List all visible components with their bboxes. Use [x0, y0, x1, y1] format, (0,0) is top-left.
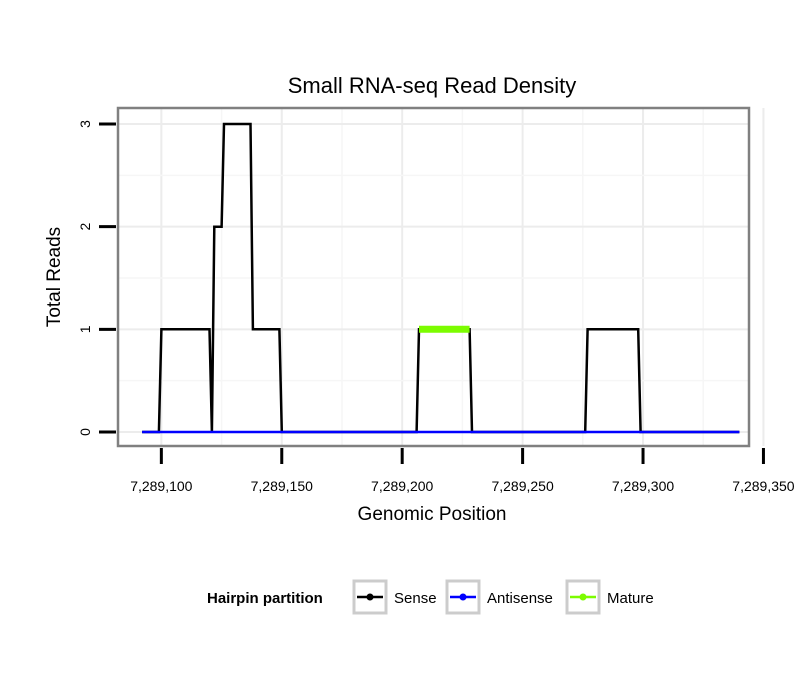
- legend: Hairpin partition Sense Antisense Mature: [207, 579, 654, 615]
- y-tick-label: 2: [77, 223, 93, 231]
- series-line-sense: [142, 122, 740, 434]
- plot-border: [116, 106, 751, 448]
- legend-key-marker: [366, 593, 374, 601]
- y-tick-label: 0: [77, 428, 93, 436]
- x-tick-label: 7,289,200: [371, 478, 433, 494]
- y-axis-title: Total Reads: [44, 227, 65, 327]
- series-lines: [142, 122, 740, 434]
- legend-label-antisense: Antisense: [487, 590, 553, 607]
- legend-title: Hairpin partition: [207, 590, 323, 607]
- x-tick-label: 7,289,300: [612, 478, 674, 494]
- x-tick-label: 7,289,350: [732, 478, 794, 494]
- y-tick-label: 1: [77, 325, 93, 333]
- y-tick-label: 3: [77, 120, 93, 128]
- legend-label-sense: Sense: [394, 590, 437, 607]
- x-tick-label: 7,289,150: [251, 478, 313, 494]
- legend-key-marker: [579, 593, 587, 601]
- x-axis-title: Genomic Position: [358, 504, 507, 525]
- y-axis: 0 1 2 3: [77, 120, 116, 436]
- x-tick-label: 7,289,250: [491, 478, 553, 494]
- legend-key-marker: [459, 593, 467, 601]
- legend-label-mature: Mature: [607, 590, 654, 607]
- x-tick-label: 7,289,100: [130, 478, 192, 494]
- chart-title: Small RNA-seq Read Density: [288, 73, 577, 98]
- x-axis: 7,289,100 7,289,150 7,289,200 7,289,250 7,28…: [130, 448, 795, 494]
